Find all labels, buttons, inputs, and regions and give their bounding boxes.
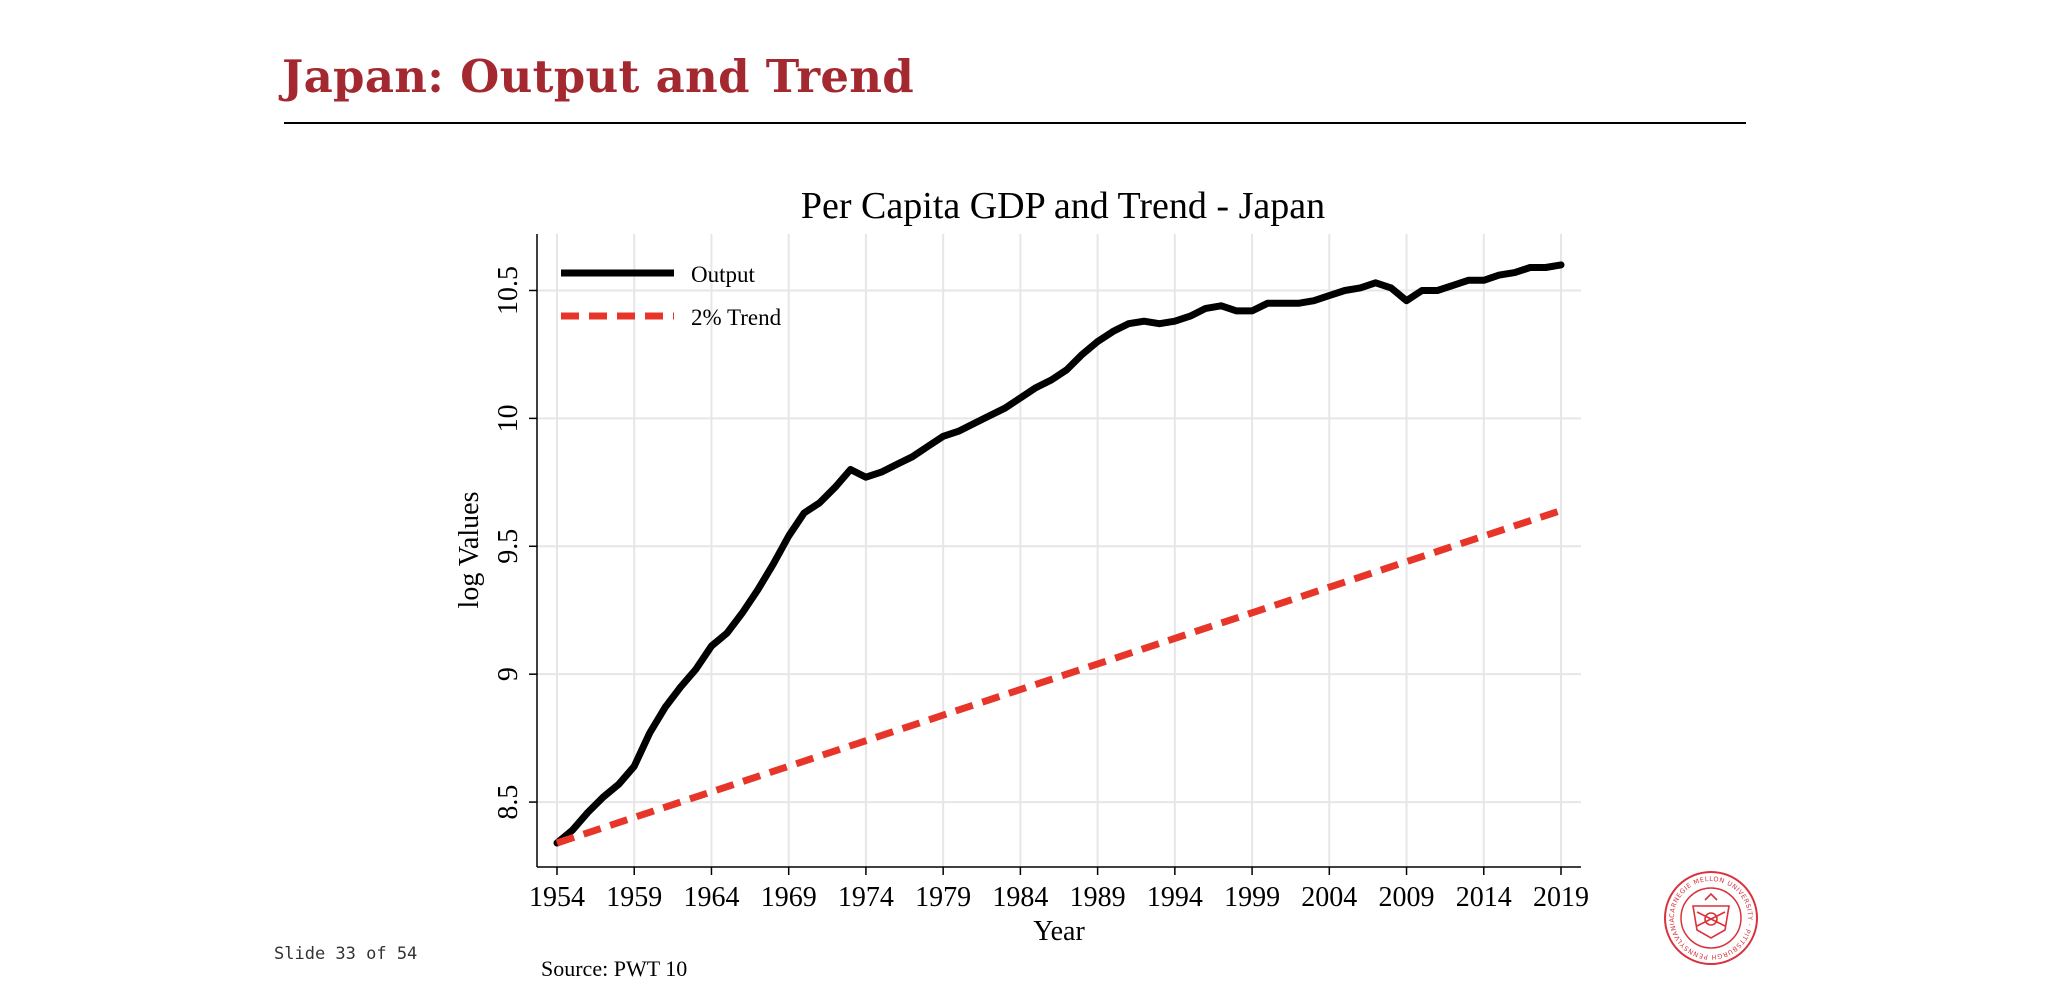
university-seal-logo: CARNEGIE MELLON UNIVERSITY · PITTSBURGH …	[1663, 870, 1758, 965]
x-tick-label: 1974	[838, 882, 894, 913]
legend-label: Output	[691, 262, 756, 287]
legend-label: 2% Trend	[691, 305, 782, 330]
x-tick-label: 2014	[1456, 882, 1512, 913]
title-divider	[284, 122, 1746, 124]
chart-title: Per Capita GDP and Trend - Japan	[801, 185, 1325, 227]
y-tick-label: 9.5	[493, 529, 524, 564]
y-axis-title: log Values	[454, 492, 485, 609]
x-tick-label: 2009	[1379, 882, 1435, 913]
y-tick-label: 9	[493, 667, 524, 681]
y-tick-label: 10	[493, 404, 524, 432]
x-tick-label: 1959	[606, 882, 662, 913]
x-tick-label: 1954	[529, 882, 585, 913]
x-tick-label: 1979	[915, 882, 971, 913]
x-tick-label: 1969	[761, 882, 817, 913]
x-tick-label: 1989	[1070, 882, 1126, 913]
slide-counter: Slide 33 of 54	[274, 944, 418, 964]
x-tick-label: 1984	[992, 882, 1048, 913]
x-tick-label: 1999	[1224, 882, 1280, 913]
x-tick-label: 2004	[1301, 882, 1357, 913]
source-note: Source: PWT 10	[541, 956, 688, 981]
x-tick-label: 1994	[1147, 882, 1203, 913]
x-tick-label: 2019	[1533, 882, 1589, 913]
series-line-trend	[555, 507, 1563, 847]
y-tick-label: 8.5	[493, 785, 524, 820]
slide-title: Japan: Output and Trend	[282, 50, 915, 103]
x-axis-title: Year	[1033, 916, 1085, 947]
y-tick-label: 10.5	[493, 266, 524, 315]
x-tick-label: 1964	[683, 882, 739, 913]
series-line-output	[553, 261, 1565, 847]
